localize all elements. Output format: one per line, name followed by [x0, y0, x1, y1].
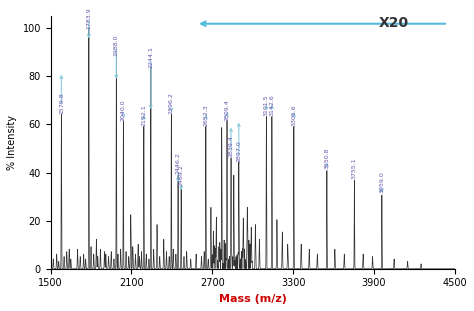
Text: 3550.8: 3550.8 — [324, 147, 329, 169]
Text: 1988.0: 1988.0 — [114, 34, 119, 56]
Text: X20: X20 — [379, 16, 409, 30]
Y-axis label: % Intensity: % Intensity — [7, 115, 17, 170]
Text: 2244.1: 2244.1 — [148, 46, 153, 68]
Text: 1579.8: 1579.8 — [59, 92, 64, 114]
Text: 3101.5: 3101.5 — [264, 95, 269, 116]
Text: 3305.6: 3305.6 — [292, 104, 296, 126]
Text: 3959.0: 3959.0 — [379, 171, 384, 193]
Text: 1783.9: 1783.9 — [86, 8, 91, 29]
Text: 2652.3: 2652.3 — [203, 104, 209, 126]
Text: 2192.1: 2192.1 — [141, 104, 146, 126]
X-axis label: Mass (m/z): Mass (m/z) — [219, 294, 287, 304]
Text: 2809.4: 2809.4 — [225, 99, 229, 121]
Text: 2897.0: 2897.0 — [237, 140, 241, 162]
Text: 3755.1: 3755.1 — [352, 157, 357, 179]
Text: 2040.0: 2040.0 — [121, 99, 126, 121]
Text: 2469.2: 2469.2 — [179, 164, 183, 186]
Text: 3142.6: 3142.6 — [269, 94, 274, 116]
Text: 2446.2: 2446.2 — [175, 152, 181, 174]
Text: 2396.2: 2396.2 — [169, 92, 174, 114]
Text: 2839.4: 2839.4 — [228, 135, 234, 157]
